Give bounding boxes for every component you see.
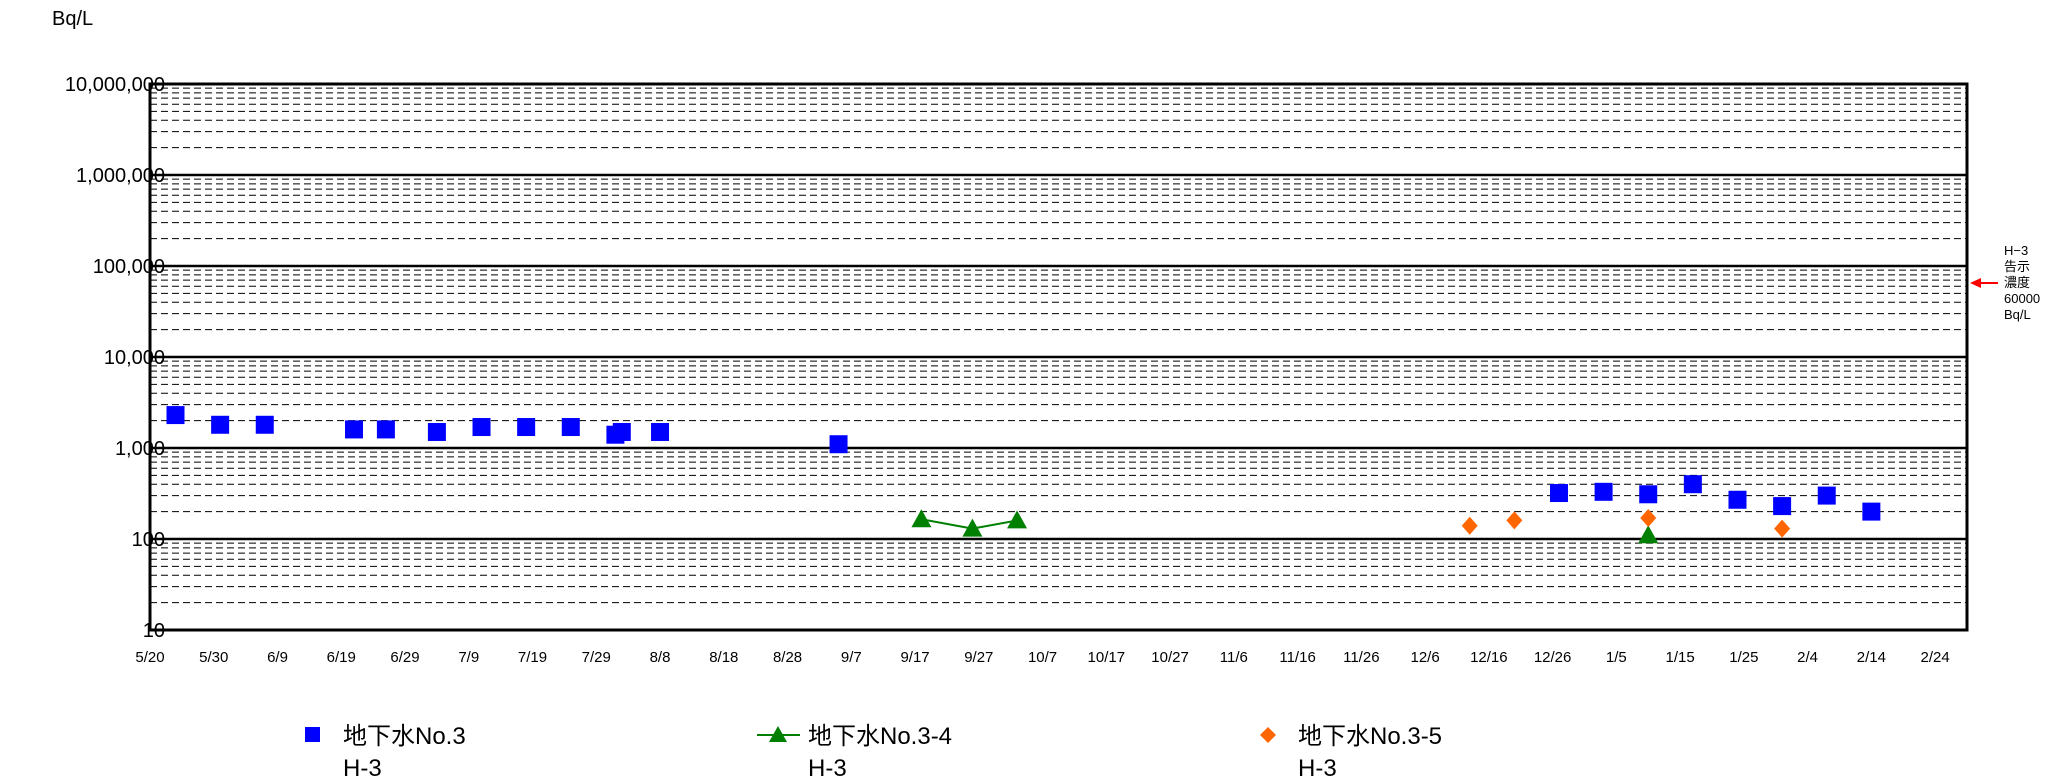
x-tick-label: 1/25 bbox=[1729, 649, 1758, 666]
x-tick-label: 7/9 bbox=[458, 649, 479, 666]
x-tick-label: 5/30 bbox=[199, 649, 228, 666]
x-tick-label: 8/8 bbox=[650, 649, 671, 666]
data-point-square bbox=[166, 406, 185, 425]
x-tick-label: 8/28 bbox=[773, 649, 802, 666]
grid-lines bbox=[150, 87, 1967, 604]
series-1 bbox=[911, 509, 1659, 544]
data-point-diamond bbox=[1506, 511, 1523, 530]
data-point-square bbox=[1773, 497, 1792, 516]
data-point-diamond bbox=[1774, 519, 1791, 538]
y-tick-label: 10,000,000 bbox=[65, 74, 165, 96]
data-point-square bbox=[612, 422, 631, 441]
x-tick-label: 9/27 bbox=[964, 649, 993, 666]
legend-item-no3-4: 地下水No.3-4 H-3 bbox=[757, 723, 952, 782]
x-tick-label: 7/19 bbox=[518, 649, 547, 666]
x-tick-label: 11/16 bbox=[1279, 649, 1315, 666]
data-point-triangle bbox=[962, 518, 983, 537]
data-point-square bbox=[1639, 485, 1658, 504]
x-tick-label: 11/26 bbox=[1343, 649, 1379, 666]
series-0 bbox=[166, 406, 1881, 521]
data-point-square bbox=[1549, 484, 1568, 503]
data-point-square bbox=[427, 422, 446, 441]
y-tick-label: 1,000 bbox=[115, 438, 165, 460]
legend-label-no3-line1: 地下水No.3 bbox=[343, 723, 466, 750]
x-tick-label: 12/26 bbox=[1534, 649, 1572, 666]
reference-label-line: 濃度 bbox=[2004, 275, 2030, 290]
data-point-triangle bbox=[1007, 510, 1028, 529]
reference-arrow-head bbox=[1970, 278, 1981, 288]
legend-label-no3-5-line2: H-3 bbox=[1298, 755, 1337, 782]
x-tick-label: 6/9 bbox=[267, 649, 288, 666]
reference-label-line: 60000 bbox=[2004, 291, 2040, 306]
data-point-square bbox=[517, 418, 536, 437]
x-tick-label: 9/17 bbox=[900, 649, 929, 666]
data-point-diamond bbox=[1461, 516, 1478, 535]
x-tick-label: 11/6 bbox=[1220, 649, 1248, 666]
data-point-square bbox=[376, 420, 395, 439]
data-point-square bbox=[1862, 502, 1881, 521]
data-point-diamond bbox=[1640, 509, 1657, 528]
x-tick-label: 10/7 bbox=[1028, 649, 1057, 666]
x-tick-label: 7/29 bbox=[582, 649, 611, 666]
legend-item-no3: 地下水No.3 H-3 bbox=[305, 723, 466, 782]
data-point-square bbox=[255, 415, 274, 434]
x-tick-label: 6/19 bbox=[327, 649, 356, 666]
legend: 地下水No.3 H-3 地下水No.3-4 H-3 地下水No.3-5 H-3 bbox=[305, 723, 1442, 782]
legend-diamond-marker bbox=[1260, 727, 1276, 743]
x-axis-tick-labels: 5/20 5/30 6/9 6/19 6/29 7/9 7/19 7/29 8/8 8/18 8/2… bbox=[135, 649, 1949, 666]
x-tick-label: 10/27 bbox=[1151, 649, 1189, 666]
data-point-square bbox=[651, 422, 670, 441]
data-point-square bbox=[472, 418, 491, 437]
data-point-square bbox=[1728, 490, 1747, 509]
data-series bbox=[166, 406, 1881, 544]
x-tick-label: 10/17 bbox=[1088, 649, 1126, 666]
data-point-square bbox=[211, 415, 230, 434]
data-point-square bbox=[829, 435, 848, 454]
data-point-square bbox=[1817, 486, 1836, 505]
y-tick-label: 10,000 bbox=[104, 347, 165, 369]
reference-label-line: H−3 bbox=[2004, 243, 2028, 258]
series-2 bbox=[1461, 509, 1791, 538]
legend-triangle-marker bbox=[769, 726, 787, 742]
legend-label-no3-4-line1: 地下水No.3-4 bbox=[808, 723, 952, 750]
plot-area bbox=[148, 82, 1969, 632]
reference-label-line: Bq/L bbox=[2004, 307, 2031, 322]
x-tick-label: 12/16 bbox=[1470, 649, 1508, 666]
legend-square-marker bbox=[305, 727, 320, 742]
data-point-square bbox=[1594, 482, 1613, 501]
x-tick-label: 2/4 bbox=[1797, 649, 1818, 666]
y-axis-tick-labels: 10 100 1,000 10,000 100,000 1,000,000 10,000,0… bbox=[65, 74, 165, 642]
data-point-square bbox=[345, 420, 364, 439]
data-point-square bbox=[561, 418, 580, 437]
data-point-square bbox=[1683, 475, 1702, 494]
y-tick-label: 1,000,000 bbox=[76, 165, 165, 187]
reference-label-line: 告示 bbox=[2004, 259, 2030, 274]
legend-item-no3-5: 地下水No.3-5 H-3 bbox=[1260, 723, 1442, 782]
x-tick-label: 2/14 bbox=[1857, 649, 1886, 666]
x-tick-label: 1/15 bbox=[1666, 649, 1695, 666]
x-tick-label: 6/29 bbox=[390, 649, 419, 666]
x-tick-label: 12/6 bbox=[1410, 649, 1439, 666]
x-tick-label: 1/5 bbox=[1606, 649, 1627, 666]
x-tick-label: 2/24 bbox=[1921, 649, 1950, 666]
y-tick-label: 100,000 bbox=[93, 256, 165, 278]
x-tick-label: 9/7 bbox=[841, 649, 862, 666]
y-axis-unit-label: Bq/L bbox=[52, 8, 93, 30]
x-tick-label: 5/20 bbox=[135, 649, 164, 666]
y-tick-label: 100 bbox=[132, 529, 165, 551]
y-tick-label: 10 bbox=[143, 620, 165, 642]
legend-label-no3-5-line1: 地下水No.3-5 bbox=[1298, 723, 1442, 750]
legend-label-no3-line2: H-3 bbox=[343, 755, 382, 782]
x-tick-label: 8/18 bbox=[709, 649, 738, 666]
data-point-triangle bbox=[1638, 525, 1659, 544]
data-point-triangle bbox=[911, 509, 932, 528]
legend-label-no3-4-line2: H-3 bbox=[808, 755, 847, 782]
